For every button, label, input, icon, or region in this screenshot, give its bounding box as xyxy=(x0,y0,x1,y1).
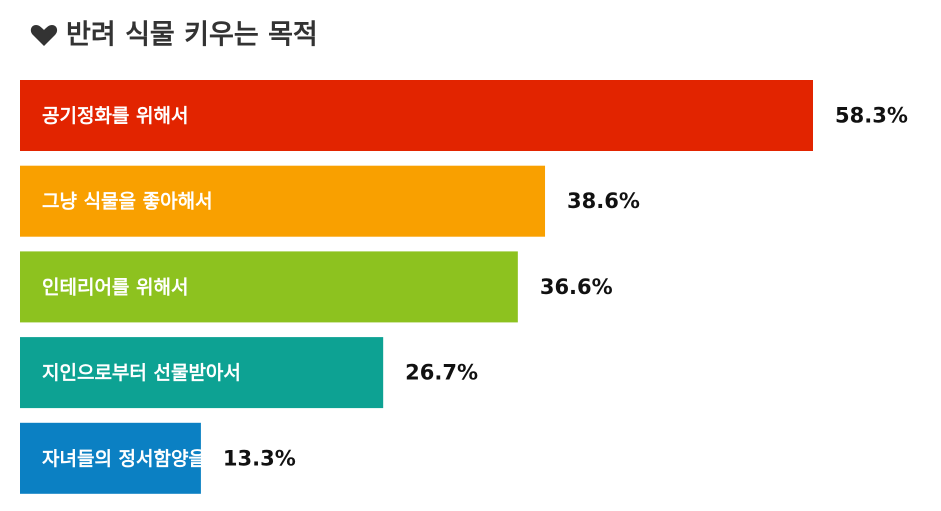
bar xyxy=(20,337,384,409)
category-label: 자녀들의 정서함양을 위해서 xyxy=(42,448,265,470)
bar xyxy=(20,80,813,151)
bar xyxy=(20,251,518,323)
category-label: 지인으로부터 선물받아서 xyxy=(42,362,241,384)
value-label: 36.6% xyxy=(540,275,613,299)
value-label: 26.7% xyxy=(405,361,478,385)
heart-icon xyxy=(30,25,58,46)
chart-title: 반려 식물 키우는 목적 xyxy=(66,20,318,51)
bar xyxy=(20,422,201,494)
value-label: 58.3% xyxy=(835,104,908,128)
value-label: 13.3% xyxy=(223,446,296,470)
category-label: 그냥 식물을 좋아해서 xyxy=(42,191,213,213)
bar xyxy=(20,165,546,237)
category-label: 인테리어를 위해서 xyxy=(42,276,188,298)
category-label: 공기정화를 위해서 xyxy=(42,105,188,127)
value-label: 38.6% xyxy=(567,189,640,213)
